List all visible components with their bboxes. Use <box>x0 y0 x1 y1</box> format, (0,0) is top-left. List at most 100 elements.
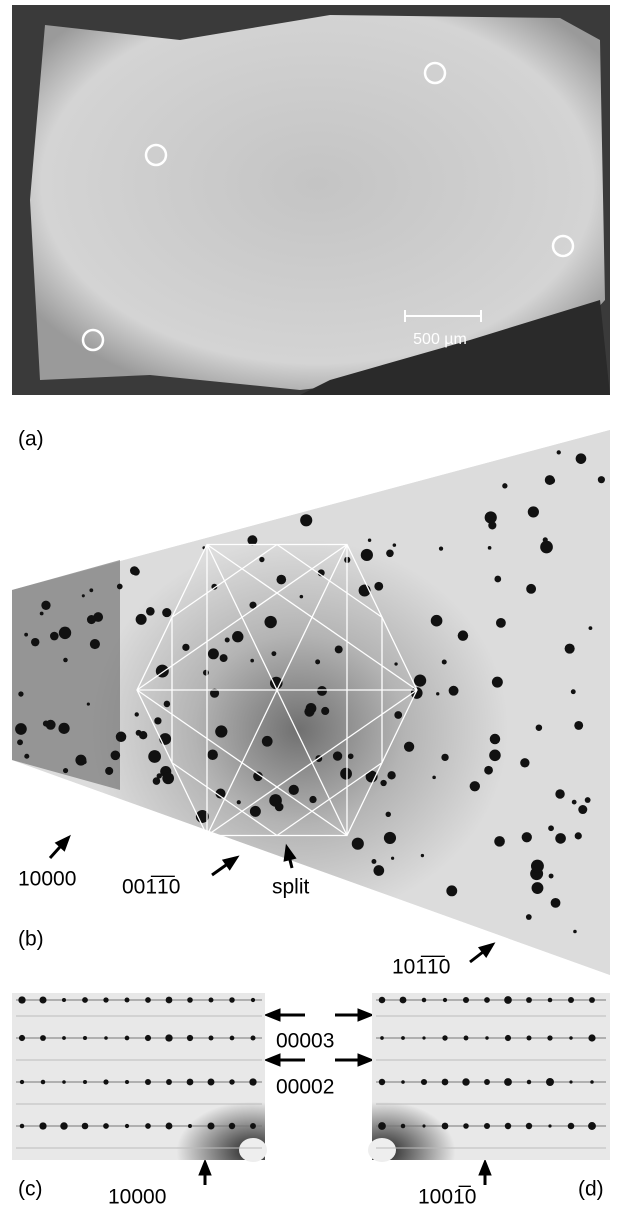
annotation: 10000 <box>108 1186 166 1209</box>
spot <box>207 749 218 760</box>
spot <box>488 546 492 550</box>
annotation: split <box>272 876 310 899</box>
spot <box>527 1080 531 1084</box>
spot <box>391 857 394 860</box>
spot <box>103 1123 109 1129</box>
spot <box>130 566 139 575</box>
spot <box>557 450 561 454</box>
spot <box>207 1122 214 1129</box>
spot <box>87 615 96 624</box>
spot <box>576 453 587 464</box>
panel-a: 500 µm (a) <box>12 5 610 451</box>
spot <box>574 721 583 730</box>
spot <box>164 701 171 708</box>
scale-bar-label: 500 µm <box>413 331 467 348</box>
spot <box>145 997 151 1003</box>
spot <box>89 588 93 592</box>
spot <box>484 1079 490 1085</box>
spot <box>431 615 443 627</box>
arrow-head <box>199 1160 211 1175</box>
spot <box>24 754 29 759</box>
spot <box>569 1036 572 1039</box>
spot <box>380 1036 384 1040</box>
spot <box>526 1035 531 1040</box>
spot <box>526 584 536 594</box>
panel-label: (b) <box>18 928 44 951</box>
annotation: 001̅1̅0 <box>122 876 180 899</box>
spot <box>59 627 71 639</box>
spot <box>317 686 327 696</box>
spot <box>166 1123 173 1130</box>
arrow-head <box>265 1054 280 1066</box>
spot <box>551 898 561 908</box>
panel-label: (a) <box>18 428 44 451</box>
spot <box>590 1080 594 1084</box>
spot <box>251 1036 256 1041</box>
spot <box>422 1036 425 1039</box>
spot <box>401 1080 405 1084</box>
spot <box>555 789 564 798</box>
spot <box>43 720 49 726</box>
spot <box>188 1124 192 1128</box>
spot <box>494 576 501 583</box>
spot <box>60 1122 67 1129</box>
spot <box>502 483 507 488</box>
spot <box>598 476 605 483</box>
spot <box>484 997 490 1003</box>
spot <box>485 511 497 523</box>
spot <box>484 1123 490 1129</box>
spot <box>490 734 501 745</box>
spot <box>20 1080 24 1084</box>
spot <box>443 998 447 1002</box>
spot <box>250 806 261 817</box>
spot <box>422 998 426 1002</box>
spot <box>589 997 595 1003</box>
spot <box>547 1035 552 1040</box>
spot <box>543 537 548 542</box>
spot <box>530 511 536 517</box>
spot <box>125 1036 130 1041</box>
spot <box>208 648 219 659</box>
spot <box>105 767 113 775</box>
spot <box>289 785 299 795</box>
spot <box>136 614 147 625</box>
spot <box>182 644 189 651</box>
spot <box>187 1035 193 1041</box>
spot <box>384 832 396 844</box>
spot <box>439 546 443 550</box>
spot <box>165 1034 172 1041</box>
spot <box>333 751 342 760</box>
spot <box>458 630 469 641</box>
spot <box>572 800 577 805</box>
spot <box>271 651 276 656</box>
spot <box>31 638 39 646</box>
spot <box>380 780 386 786</box>
spot <box>225 638 230 643</box>
spot <box>232 631 243 642</box>
spot <box>548 825 554 831</box>
spot <box>50 632 59 641</box>
spot <box>565 644 575 654</box>
spot <box>485 1036 488 1039</box>
annotation: 1001̅0 <box>418 1186 476 1209</box>
spot <box>145 1079 151 1085</box>
spot <box>83 1080 87 1084</box>
spot <box>414 674 426 686</box>
spot <box>103 1079 108 1084</box>
spot <box>40 1035 46 1041</box>
spot <box>20 1124 25 1129</box>
spot <box>125 1124 129 1128</box>
spot <box>262 736 273 747</box>
beam-stop <box>239 1138 267 1162</box>
spot <box>340 768 352 780</box>
spot <box>548 1124 551 1127</box>
spot <box>546 1078 554 1086</box>
spot <box>489 750 501 762</box>
spot <box>209 998 214 1003</box>
spot <box>187 997 193 1003</box>
spot <box>215 725 227 737</box>
spot <box>249 1078 256 1085</box>
spot <box>394 662 397 665</box>
spot <box>352 838 364 850</box>
spot <box>575 832 582 839</box>
